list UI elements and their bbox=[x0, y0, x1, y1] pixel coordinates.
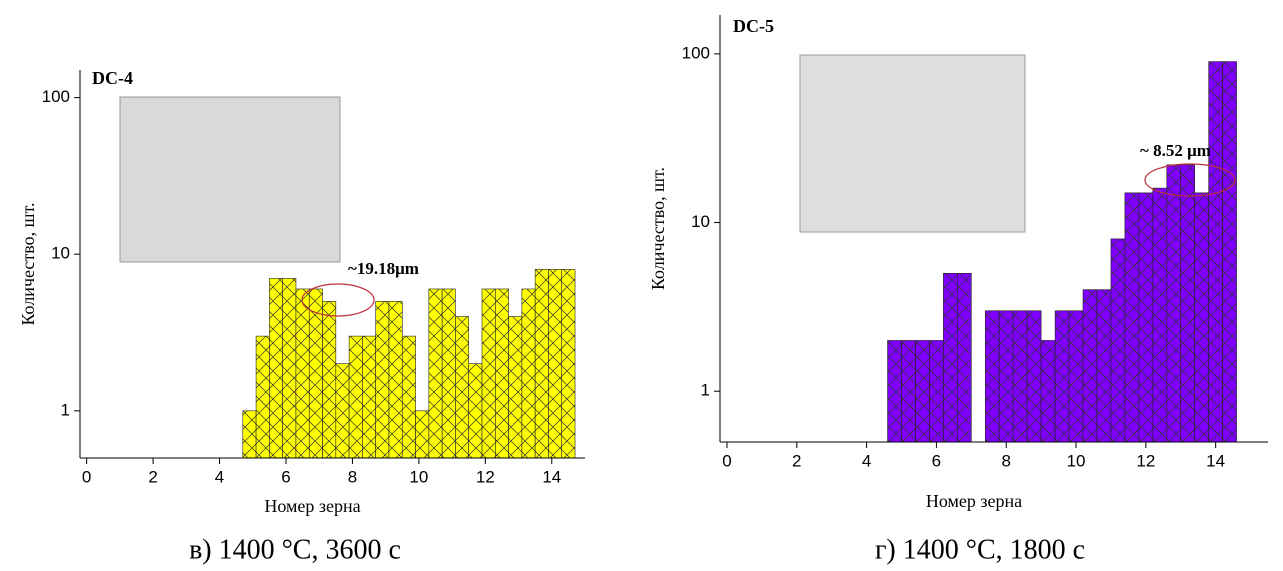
bar bbox=[282, 278, 297, 459]
bar bbox=[929, 340, 944, 443]
bar bbox=[1208, 61, 1223, 443]
x-tick-label: 4 bbox=[862, 451, 871, 470]
bar bbox=[1138, 192, 1154, 443]
bar bbox=[887, 340, 902, 443]
bar bbox=[1110, 238, 1126, 443]
bar bbox=[1096, 289, 1112, 443]
bar bbox=[388, 301, 403, 459]
bar bbox=[1124, 192, 1140, 443]
bar bbox=[335, 363, 350, 459]
bar bbox=[1222, 61, 1237, 443]
caption: г) 1400 °C, 1800 с bbox=[875, 534, 1085, 565]
bar bbox=[998, 310, 1014, 443]
bar bbox=[901, 340, 916, 443]
inset-image bbox=[119, 96, 341, 263]
bar bbox=[415, 410, 430, 459]
bar bbox=[494, 288, 509, 459]
x-tick-label: 4 bbox=[215, 467, 224, 486]
bar bbox=[1152, 187, 1168, 443]
highlight bbox=[301, 283, 375, 317]
bar bbox=[521, 288, 536, 459]
bar bbox=[322, 301, 337, 459]
y-tick-label: 10 bbox=[51, 244, 70, 263]
x-tick-label: 14 bbox=[542, 467, 561, 486]
bar bbox=[1012, 310, 1028, 443]
x-tick-label: 6 bbox=[932, 451, 941, 470]
x-tick-label: 8 bbox=[1001, 451, 1010, 470]
bar bbox=[1054, 310, 1070, 443]
bar bbox=[269, 278, 283, 459]
bar bbox=[428, 288, 443, 459]
bar bbox=[915, 340, 930, 443]
bar bbox=[468, 363, 483, 459]
bar bbox=[534, 269, 549, 459]
x-tick-label: 10 bbox=[1067, 451, 1086, 470]
y-tick-label: 1 bbox=[701, 381, 710, 400]
bar bbox=[401, 335, 416, 459]
caption: в) 1400 °C, 3600 с bbox=[189, 534, 401, 565]
panel-label: DC-4 bbox=[92, 68, 133, 88]
bar bbox=[943, 273, 958, 443]
y-tick-label: 10 bbox=[691, 212, 710, 231]
bar bbox=[441, 288, 456, 459]
bar bbox=[548, 269, 563, 459]
bar bbox=[1082, 289, 1098, 443]
bar bbox=[1180, 164, 1196, 443]
inset-image bbox=[799, 54, 1026, 233]
y-tick-label: 100 bbox=[682, 43, 710, 62]
annotation: ~ 8.52 μm bbox=[1140, 141, 1211, 160]
x-tick-label: 12 bbox=[476, 467, 495, 486]
x-tick-label: 14 bbox=[1206, 451, 1225, 470]
bar bbox=[295, 288, 310, 459]
bar bbox=[1068, 310, 1084, 443]
y-tick-label: 1 bbox=[61, 400, 70, 419]
x-tick-label: 0 bbox=[82, 467, 91, 486]
bar bbox=[957, 273, 972, 443]
x-tick-label: 6 bbox=[281, 467, 290, 486]
highlight bbox=[1144, 163, 1236, 197]
x-axis-label: Номер зерна bbox=[926, 491, 1022, 511]
x-tick-label: 0 bbox=[722, 451, 731, 470]
bar bbox=[1026, 310, 1042, 443]
x-tick-label: 10 bbox=[409, 467, 428, 486]
bar bbox=[362, 335, 376, 459]
x-tick-label: 12 bbox=[1136, 451, 1155, 470]
y-axis-label: Количество, шт. bbox=[648, 167, 668, 290]
x-tick-label: 8 bbox=[348, 467, 357, 486]
bar bbox=[561, 269, 576, 459]
bar bbox=[348, 335, 363, 459]
bar bbox=[1040, 340, 1056, 443]
x-tick-label: 2 bbox=[148, 467, 157, 486]
bar bbox=[984, 310, 1000, 443]
bar bbox=[1194, 192, 1209, 443]
bar bbox=[455, 316, 470, 459]
panel-label: DC-5 bbox=[733, 16, 774, 36]
x-tick-label: 2 bbox=[792, 451, 801, 470]
annotation: ~19.18μm bbox=[348, 259, 419, 278]
bar bbox=[375, 301, 390, 459]
bar bbox=[1166, 164, 1182, 443]
y-axis-label: Количество, шт. bbox=[18, 202, 38, 325]
bar bbox=[481, 288, 496, 459]
x-axis-label: Номер зерна bbox=[264, 496, 360, 516]
bar bbox=[508, 316, 523, 459]
bar bbox=[242, 410, 257, 459]
y-tick-label: 100 bbox=[42, 87, 70, 106]
bar bbox=[255, 335, 270, 459]
